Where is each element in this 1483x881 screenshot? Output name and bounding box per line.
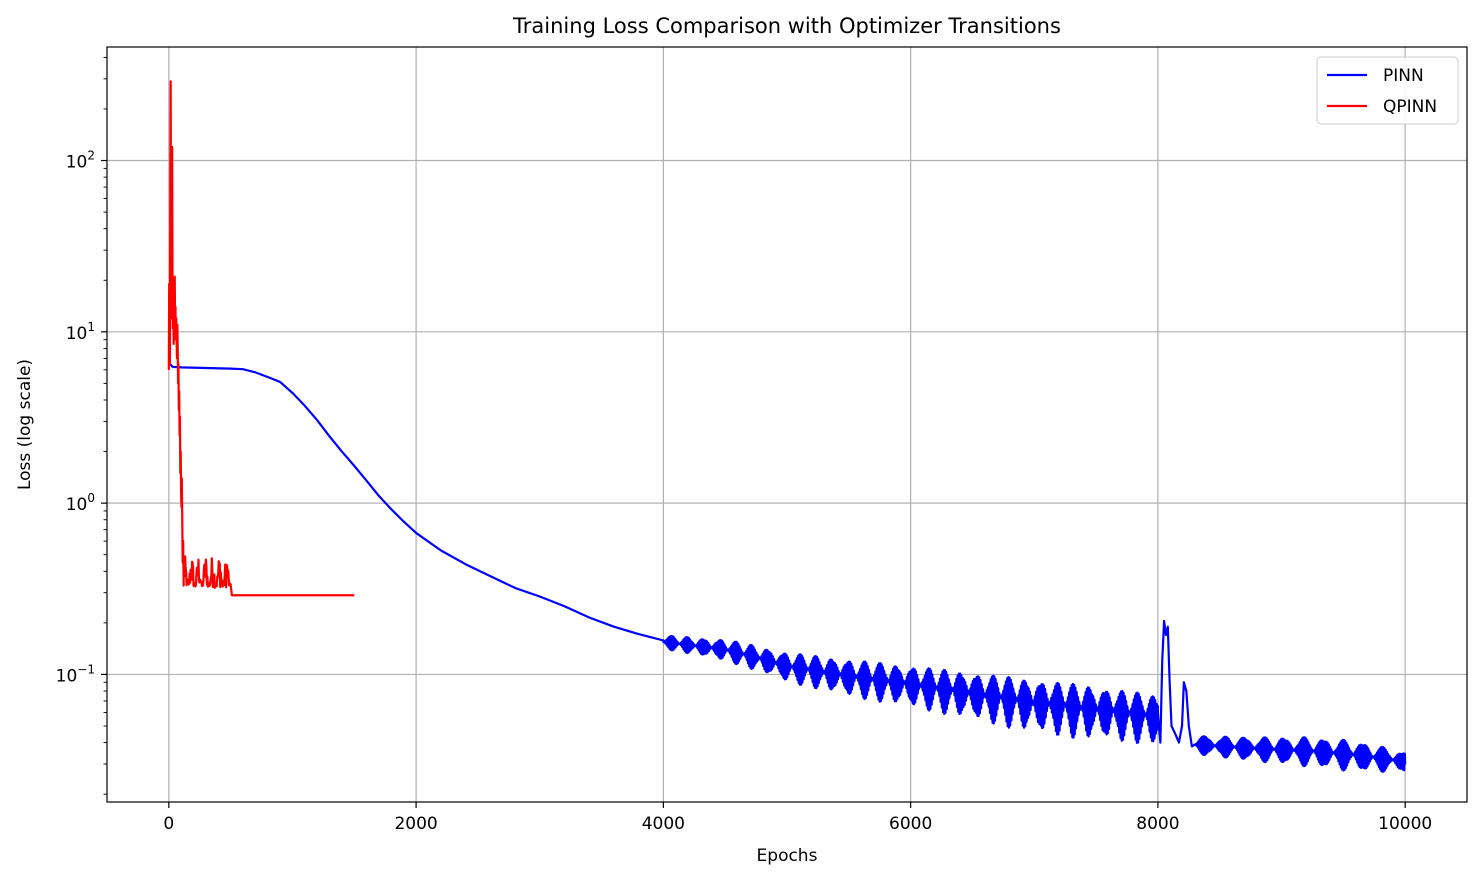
y-axis-label: Loss (log scale) bbox=[15, 359, 35, 490]
x-tick-label: 10000 bbox=[1378, 814, 1432, 834]
x-tick-label: 2000 bbox=[394, 814, 437, 834]
grid-lines bbox=[107, 47, 1467, 802]
chart-title: Training Loss Comparison with Optimizer … bbox=[512, 14, 1061, 38]
series-line-pinn bbox=[168, 361, 1407, 773]
y-axis-ticks: 10−1 100 101 102 bbox=[56, 56, 107, 795]
legend-box bbox=[1316, 56, 1459, 125]
x-tick-label: 6000 bbox=[889, 814, 932, 834]
y-tick-label: 102 bbox=[66, 149, 95, 173]
axes-frame bbox=[106, 46, 1468, 803]
series-line-qpinn bbox=[167, 80, 355, 597]
series-lines bbox=[167, 80, 1407, 773]
x-tick-label: 4000 bbox=[642, 814, 685, 834]
x-tick-label: 8000 bbox=[1136, 814, 1179, 834]
legend-label-qpinn: QPINN bbox=[1383, 97, 1437, 117]
x-axis-label: Epochs bbox=[757, 846, 818, 866]
x-tick-label: 0 bbox=[163, 814, 174, 834]
y-tick-label: 10−1 bbox=[56, 662, 95, 686]
y-tick-label: 101 bbox=[66, 320, 95, 344]
legend-label-pinn: PINN bbox=[1383, 66, 1424, 86]
y-tick-label: 100 bbox=[66, 491, 95, 515]
legend: PINN QPINN bbox=[1316, 56, 1459, 125]
x-axis-ticks: 0 2000 4000 6000 8000 10000 bbox=[163, 802, 1432, 834]
